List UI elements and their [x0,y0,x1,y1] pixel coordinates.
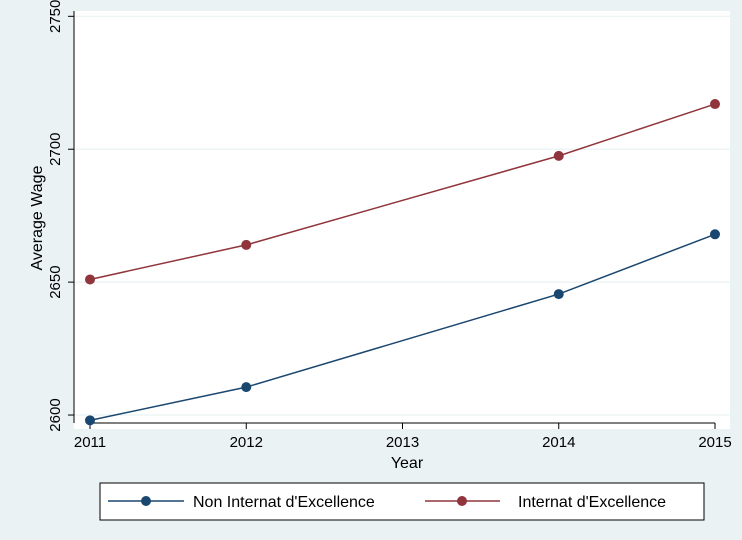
legend: Non Internat d'Excellence Internat d'Exc… [99,482,705,521]
y-tick-label: 2650 [47,265,64,298]
legend-marker-internat [457,496,467,506]
x-tick-label: 2013 [386,434,419,451]
series [85,99,720,426]
y-tick-label: 2700 [47,133,64,166]
x-ticks: 2011 2012 2013 2014 2015 [74,423,732,451]
series-0-point [85,415,95,426]
series-1-point [241,239,252,250]
x-tick-label: 2015 [698,434,731,451]
gridlines [74,15,730,416]
y-axis-title: Average Wage [29,165,46,270]
x-tick-label: 2014 [542,434,575,451]
series-line-1 [89,103,716,281]
series-0-point [553,289,564,300]
legend-marker-non-internat [141,496,151,506]
y-ticks: 2600 2650 2700 2750 [47,0,74,432]
y-tick-label: 2600 [47,398,64,431]
series-0-point [710,229,720,240]
series-line-0 [89,233,716,422]
legend-label-internat: Internat d'Excellence [518,494,666,511]
y-tick-label: 2750 [47,0,64,33]
plot-area [74,11,730,429]
series-0-point [241,382,252,393]
series-1-point [710,99,720,110]
series-1-point [85,274,95,285]
series-1-point [553,150,564,161]
x-axis-title: Year [391,455,424,472]
legend-box [99,482,705,521]
x-tick-label: 2012 [230,434,263,451]
legend-label-non-internat: Non Internat d'Excellence [193,494,375,511]
x-tick-label: 2011 [74,434,106,451]
